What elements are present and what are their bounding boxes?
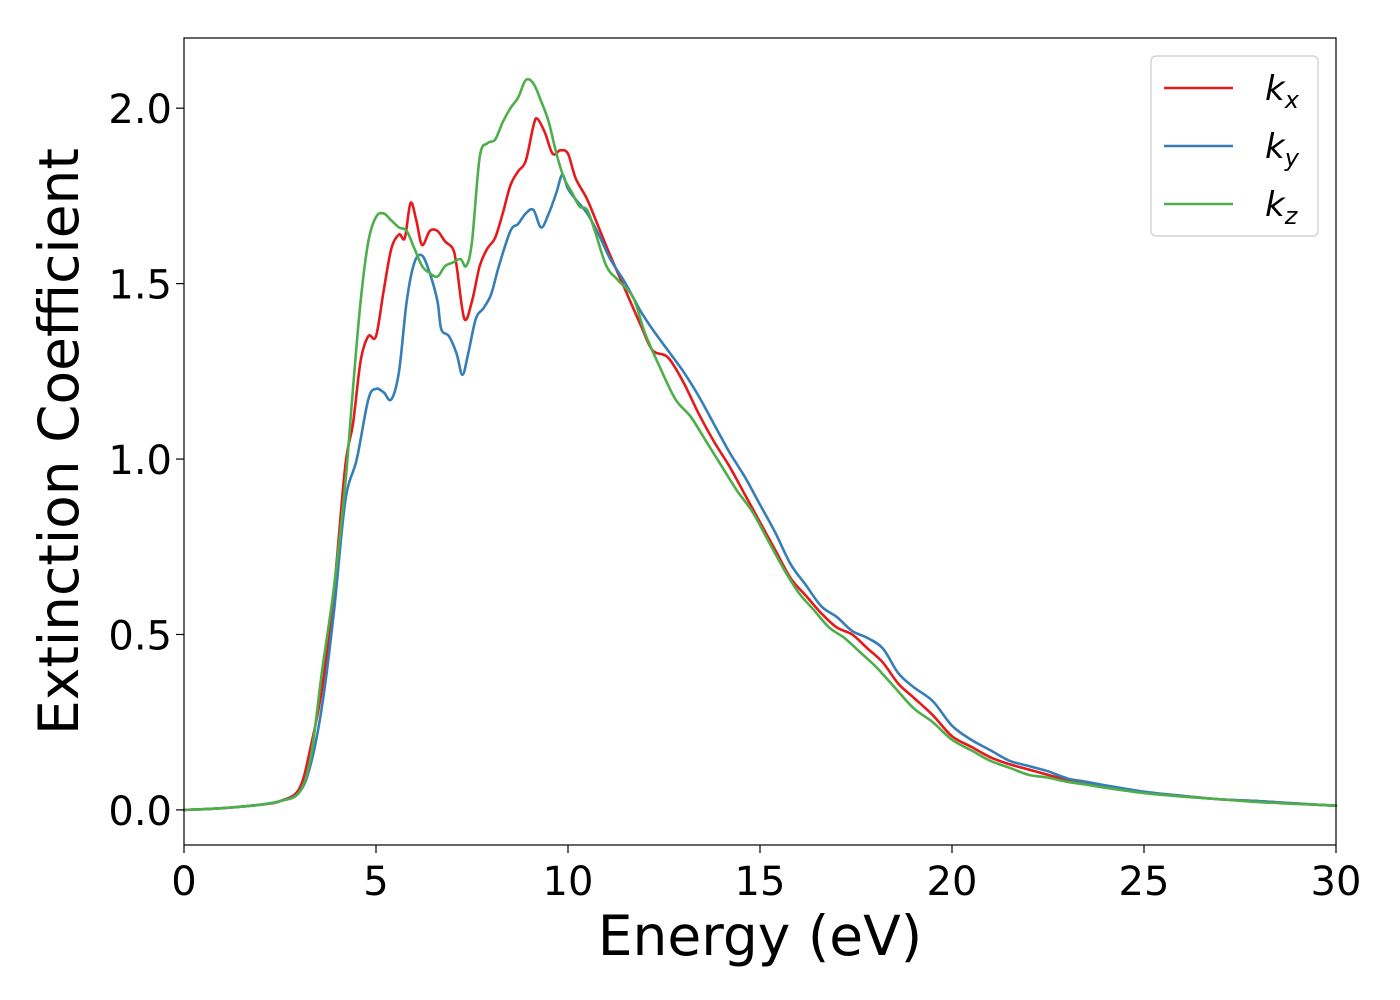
y-tick-label: 0.5 xyxy=(108,613,172,659)
legend-box xyxy=(1150,55,1319,237)
x-tick-label: 5 xyxy=(363,859,388,905)
y-tick-label: 1.5 xyxy=(108,263,172,309)
series-line-k-x xyxy=(182,117,1338,812)
x-axis-ticks: 0 5 10 15 20 25 30 xyxy=(171,845,1361,905)
y-tick-label: 1.0 xyxy=(108,438,172,484)
x-axis-title: Energy (eV) xyxy=(598,904,922,968)
y-axis-title: Extinction Coefficient xyxy=(27,148,91,735)
legend: kx ky kz xyxy=(1150,55,1319,237)
legend-label-k-y: ky xyxy=(1265,127,1300,172)
x-tick-label: 15 xyxy=(735,859,786,905)
x-tick-label: 30 xyxy=(1311,859,1362,905)
legend-label-k-z: kz xyxy=(1265,185,1299,230)
legend-label-k-x: kx xyxy=(1265,69,1300,114)
y-tick-label: 2.0 xyxy=(108,87,172,133)
series-line-k-z xyxy=(182,77,1338,812)
x-tick-label: 0 xyxy=(171,859,196,905)
x-tick-label: 10 xyxy=(543,859,594,905)
x-tick-label: 20 xyxy=(927,859,978,905)
x-tick-label: 25 xyxy=(1119,859,1170,905)
y-tick-label: 0.0 xyxy=(108,789,172,835)
series-layer xyxy=(182,77,1338,812)
y-axis-ticks: 0.0 0.5 1.0 1.5 2.0 xyxy=(108,87,184,835)
